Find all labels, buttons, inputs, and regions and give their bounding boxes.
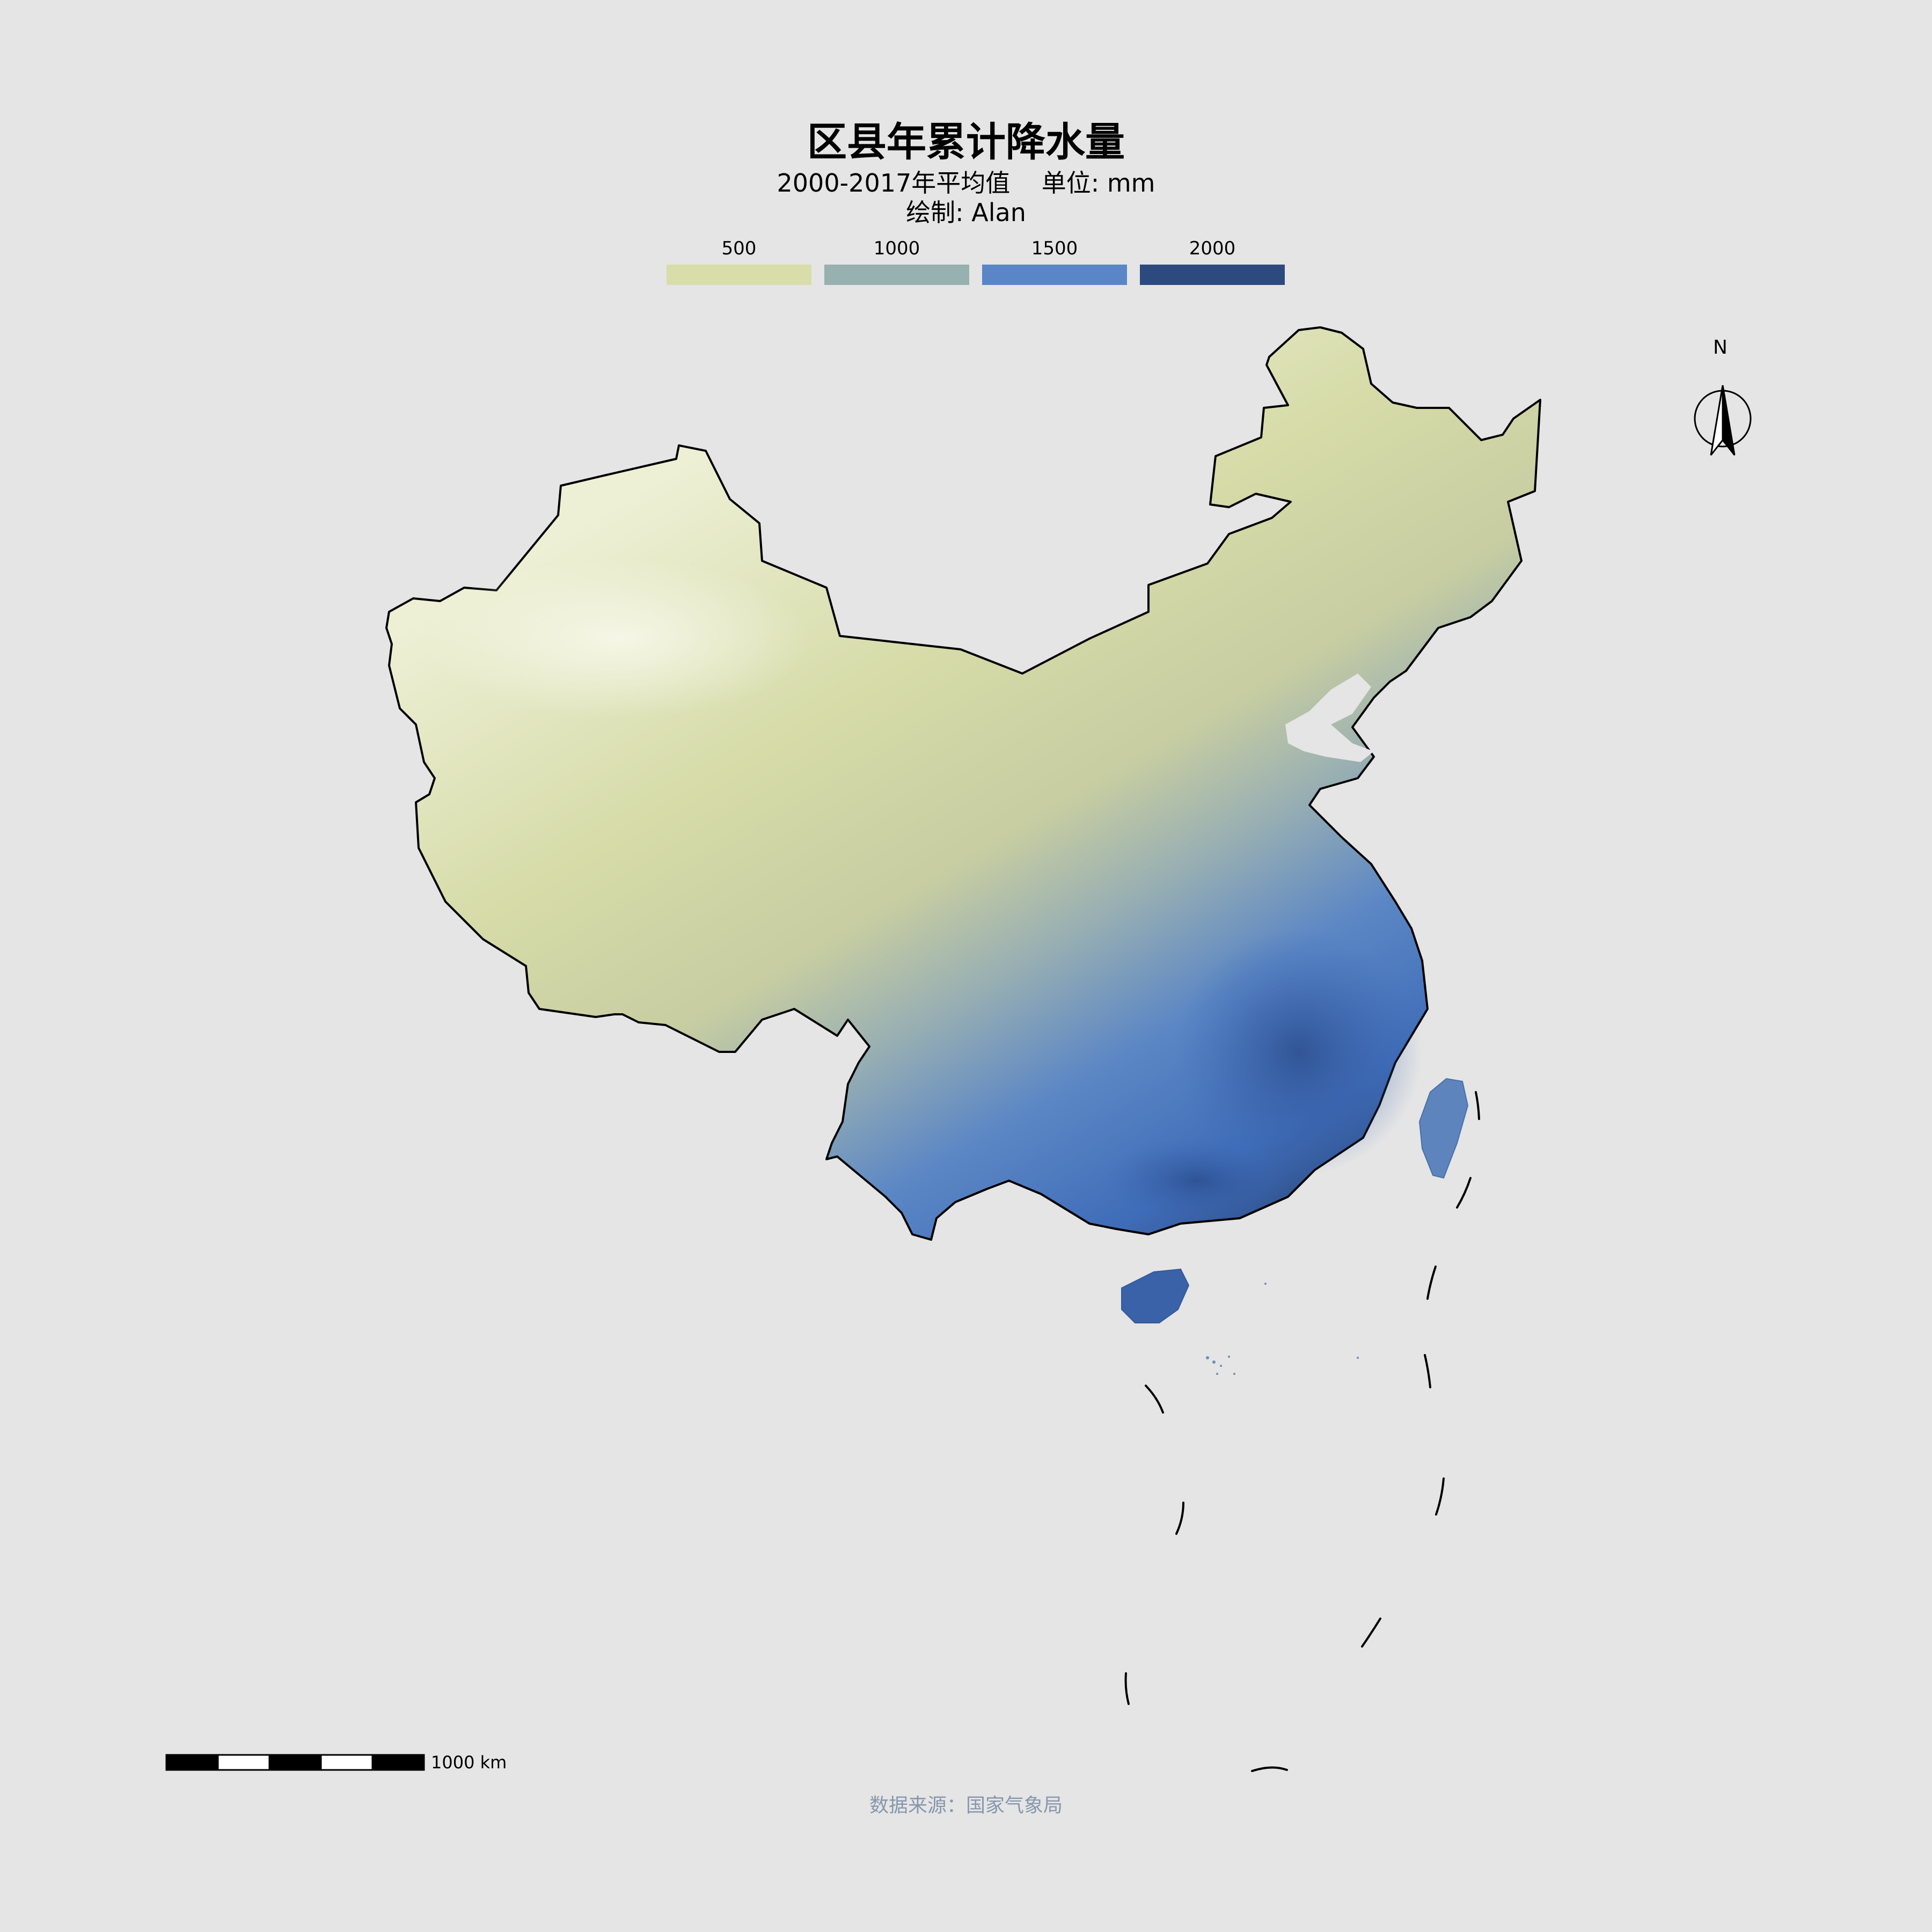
legend-item-1000: 1000 xyxy=(824,239,969,285)
scale-bar-label: 1000 km xyxy=(431,1752,507,1773)
legend-label: 2000 xyxy=(1189,238,1236,259)
map-title: 区县年累计降水量 xyxy=(807,119,1125,165)
legend-item-2000: 2000 xyxy=(1140,239,1285,285)
bohai-sea xyxy=(1285,674,1374,762)
map-subtitle: 2000-2017年平均值 单位: mm xyxy=(777,169,1155,197)
southeast-wet-zone xyxy=(1175,928,1422,1175)
data-source-note: 数据来源：国家气象局 xyxy=(869,1795,1063,1817)
legend-swatch xyxy=(667,265,811,285)
xinjiang-dry-zone xyxy=(424,558,810,719)
taiwan-region xyxy=(1418,1078,1469,1179)
legend-swatch xyxy=(982,265,1127,285)
map-author-caption: 绘制: Alan xyxy=(906,198,1026,227)
north-label: N xyxy=(1713,336,1728,358)
south-sea-islands xyxy=(1206,1283,1359,1375)
legend-swatch xyxy=(824,265,969,285)
legend-item-1500: 1500 xyxy=(982,239,1127,285)
color-legend: 500 1000 1500 2000 xyxy=(667,239,1285,285)
legend-item-500: 500 xyxy=(667,239,811,285)
legend-swatch xyxy=(1140,265,1285,285)
scale-bar xyxy=(165,1754,425,1771)
nine-dash-line xyxy=(1124,1091,1480,1772)
guangdong-wet-zone xyxy=(1106,1138,1288,1224)
legend-label: 1500 xyxy=(1031,238,1078,259)
legend-label: 500 xyxy=(721,238,757,259)
legend-label: 1000 xyxy=(873,238,920,259)
hainan-region xyxy=(1121,1268,1190,1323)
north-arrow-icon xyxy=(1694,385,1752,456)
